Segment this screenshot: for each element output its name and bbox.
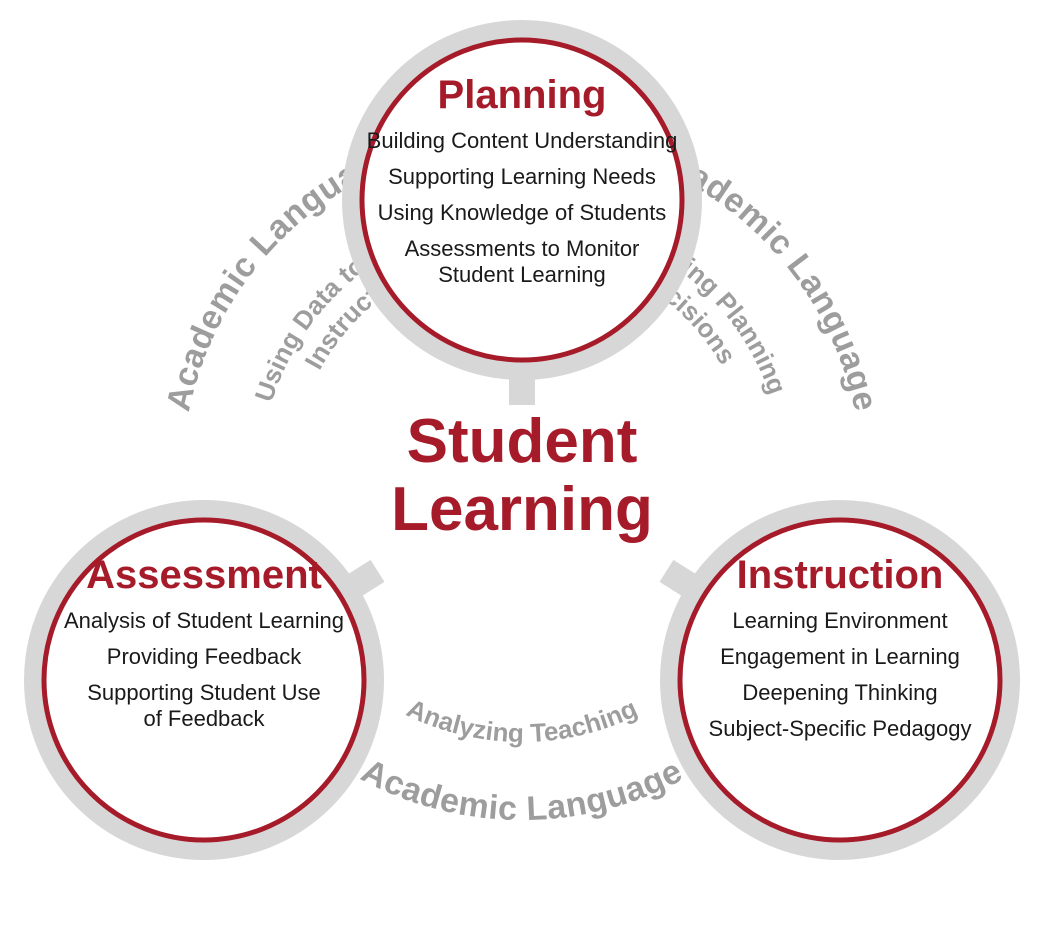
instruction-item: Engagement in Learning — [720, 644, 960, 669]
planning-circle: Planning Building Content Understanding Su… — [351, 29, 693, 371]
planning-item: Student Learning — [438, 262, 606, 287]
instruction-title: Instruction — [737, 553, 944, 597]
planning-item: Assessments to Monitor — [405, 236, 640, 261]
assessment-item: Supporting Student Use — [87, 680, 321, 705]
assessment-item: Providing Feedback — [107, 644, 302, 669]
instruction-item: Deepening Thinking — [742, 680, 937, 705]
analyzing-label-line1: Analyzing Teaching — [402, 693, 641, 748]
planning-item: Supporting Learning Needs — [388, 164, 656, 189]
instruction-item: Learning Environment — [732, 608, 947, 633]
assessment-title: Assessment — [86, 553, 322, 597]
center-title-line2: Learning — [391, 475, 653, 544]
instruction-item: Subject-Specific Pedagogy — [709, 716, 972, 741]
student-learning-diagram: Academic LanguageAcademic LanguageAcadem… — [0, 0, 1044, 937]
planning-item: Using Knowledge of Students — [378, 200, 667, 225]
al-bottom-label: Academic Language — [356, 752, 689, 828]
instruction-circle: Instruction Learning Environment Engagemen… — [669, 509, 1011, 851]
assessment-item: Analysis of Student Learning — [64, 608, 344, 633]
planning-title: Planning — [438, 73, 607, 117]
center-title-line1: Student — [407, 407, 638, 476]
assessment-item: of Feedback — [143, 706, 265, 731]
assessment-circle: Assessment Analysis of Student Learning Pr… — [33, 509, 375, 851]
planning-item: Building Content Understanding — [367, 128, 678, 153]
